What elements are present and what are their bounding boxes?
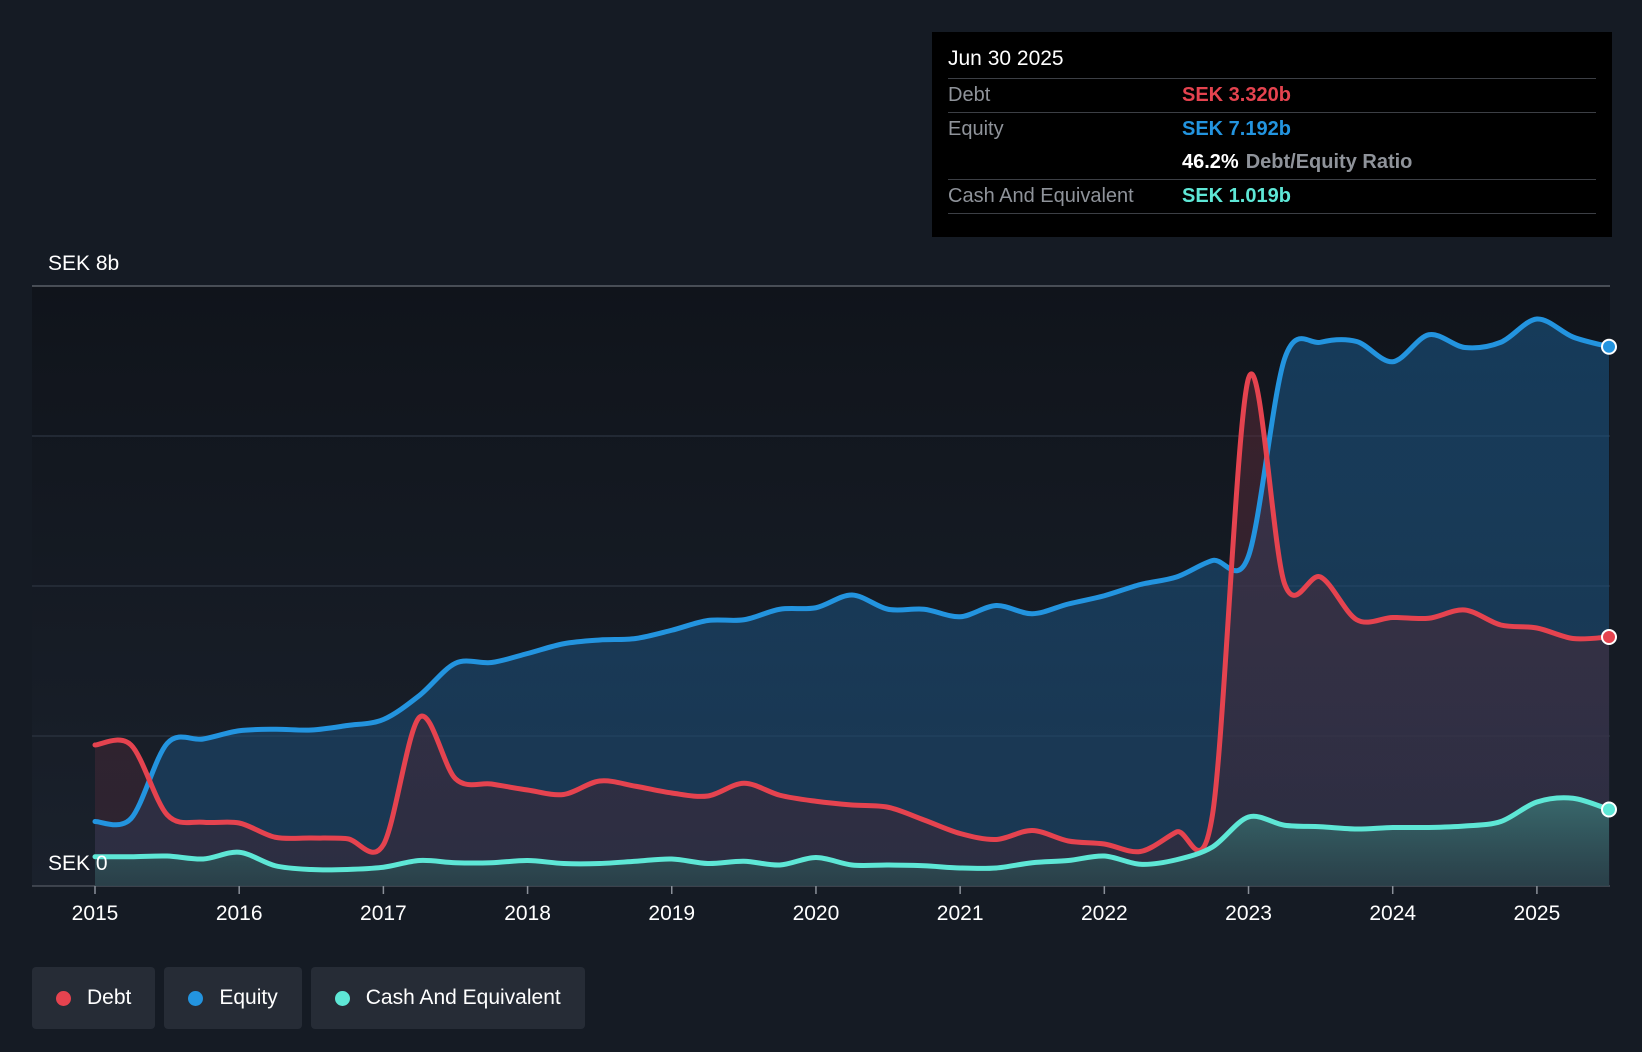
- tooltip-ratio-row: 46.2% Debt/Equity Ratio: [948, 146, 1596, 180]
- x-tick-label-2020: 2020: [793, 902, 840, 925]
- x-tick-label-2018: 2018: [504, 902, 551, 925]
- tooltip-cash-row: Cash And Equivalent SEK 1.019b: [948, 180, 1596, 214]
- legend-equity-label: Equity: [219, 986, 278, 1009]
- x-tick-label-2025: 2025: [1514, 902, 1561, 925]
- x-tick-label-2024: 2024: [1369, 902, 1416, 925]
- equity-line: [92, 316, 1612, 828]
- legend-cash-dot-icon: [334, 990, 350, 1006]
- debt-end-marker[interactable]: [1601, 629, 1617, 645]
- tooltip-equity-label: Equity: [948, 118, 1004, 140]
- cash-and-equivalent-line: [92, 795, 1612, 873]
- legend-cash-label: Cash And Equivalent: [365, 986, 561, 1009]
- x-tick-label-2017: 2017: [360, 902, 407, 925]
- tooltip-equity-value: SEK 7.192b: [1182, 118, 1291, 140]
- x-tick-label-2022: 2022: [1081, 902, 1128, 925]
- y-axis-top-label: SEK 8b: [48, 252, 119, 275]
- cash-and-equivalent-end-marker[interactable]: [1601, 801, 1617, 818]
- tooltip-debt-row: Debt SEK 3.320b: [948, 79, 1596, 113]
- legend-debt-dot-icon: [56, 990, 71, 1006]
- tooltip-date: Jun 30 2025: [948, 44, 1596, 79]
- tooltip-ratio-value: 46.2%: [1182, 151, 1239, 173]
- legend-item-equity[interactable]: Equity: [164, 967, 302, 1029]
- legend-item-cash[interactable]: Cash And Equivalent: [310, 967, 585, 1029]
- tooltip-debt-value: SEK 3.320b: [1182, 84, 1291, 106]
- end-markers: [1601, 338, 1617, 818]
- equity-end-marker[interactable]: [1601, 338, 1617, 355]
- x-axis: 2015 2016 2017 2018 2019 2020 2021 2022 2023 2024…: [72, 886, 1561, 925]
- x-tick-label-2021: 2021: [937, 902, 984, 925]
- x-tick-label-2023: 2023: [1225, 902, 1272, 925]
- debt-area: [95, 373, 1609, 886]
- x-tick-label-2015: 2015: [72, 902, 119, 925]
- series-lines: [92, 316, 1612, 873]
- legend-debt-label: Debt: [87, 986, 132, 1009]
- tooltip-cash-value: SEK 1.019b: [1182, 185, 1291, 207]
- tooltip-debt-label: Debt: [948, 84, 991, 106]
- tooltip-ratio-label: Debt/Equity Ratio: [1245, 151, 1413, 173]
- tooltip-equity-row: Equity SEK 7.192b: [948, 113, 1596, 146]
- tooltip-cash-label: Cash And Equivalent: [948, 185, 1134, 207]
- x-tick-label-2019: 2019: [648, 902, 695, 925]
- legend-equity-dot-icon: [188, 990, 204, 1006]
- x-tick-label-2016: 2016: [216, 902, 263, 925]
- debt-line: [92, 371, 1612, 855]
- legend-item-debt[interactable]: Debt: [32, 967, 156, 1029]
- chart-legend: Debt Equity Cash And Equivalent: [32, 967, 585, 1029]
- data-tooltip: Jun 30 2025 Debt SEK 3.320b Equity SEK 7…: [932, 32, 1612, 237]
- y-axis-bottom-label: SEK 0: [48, 852, 108, 875]
